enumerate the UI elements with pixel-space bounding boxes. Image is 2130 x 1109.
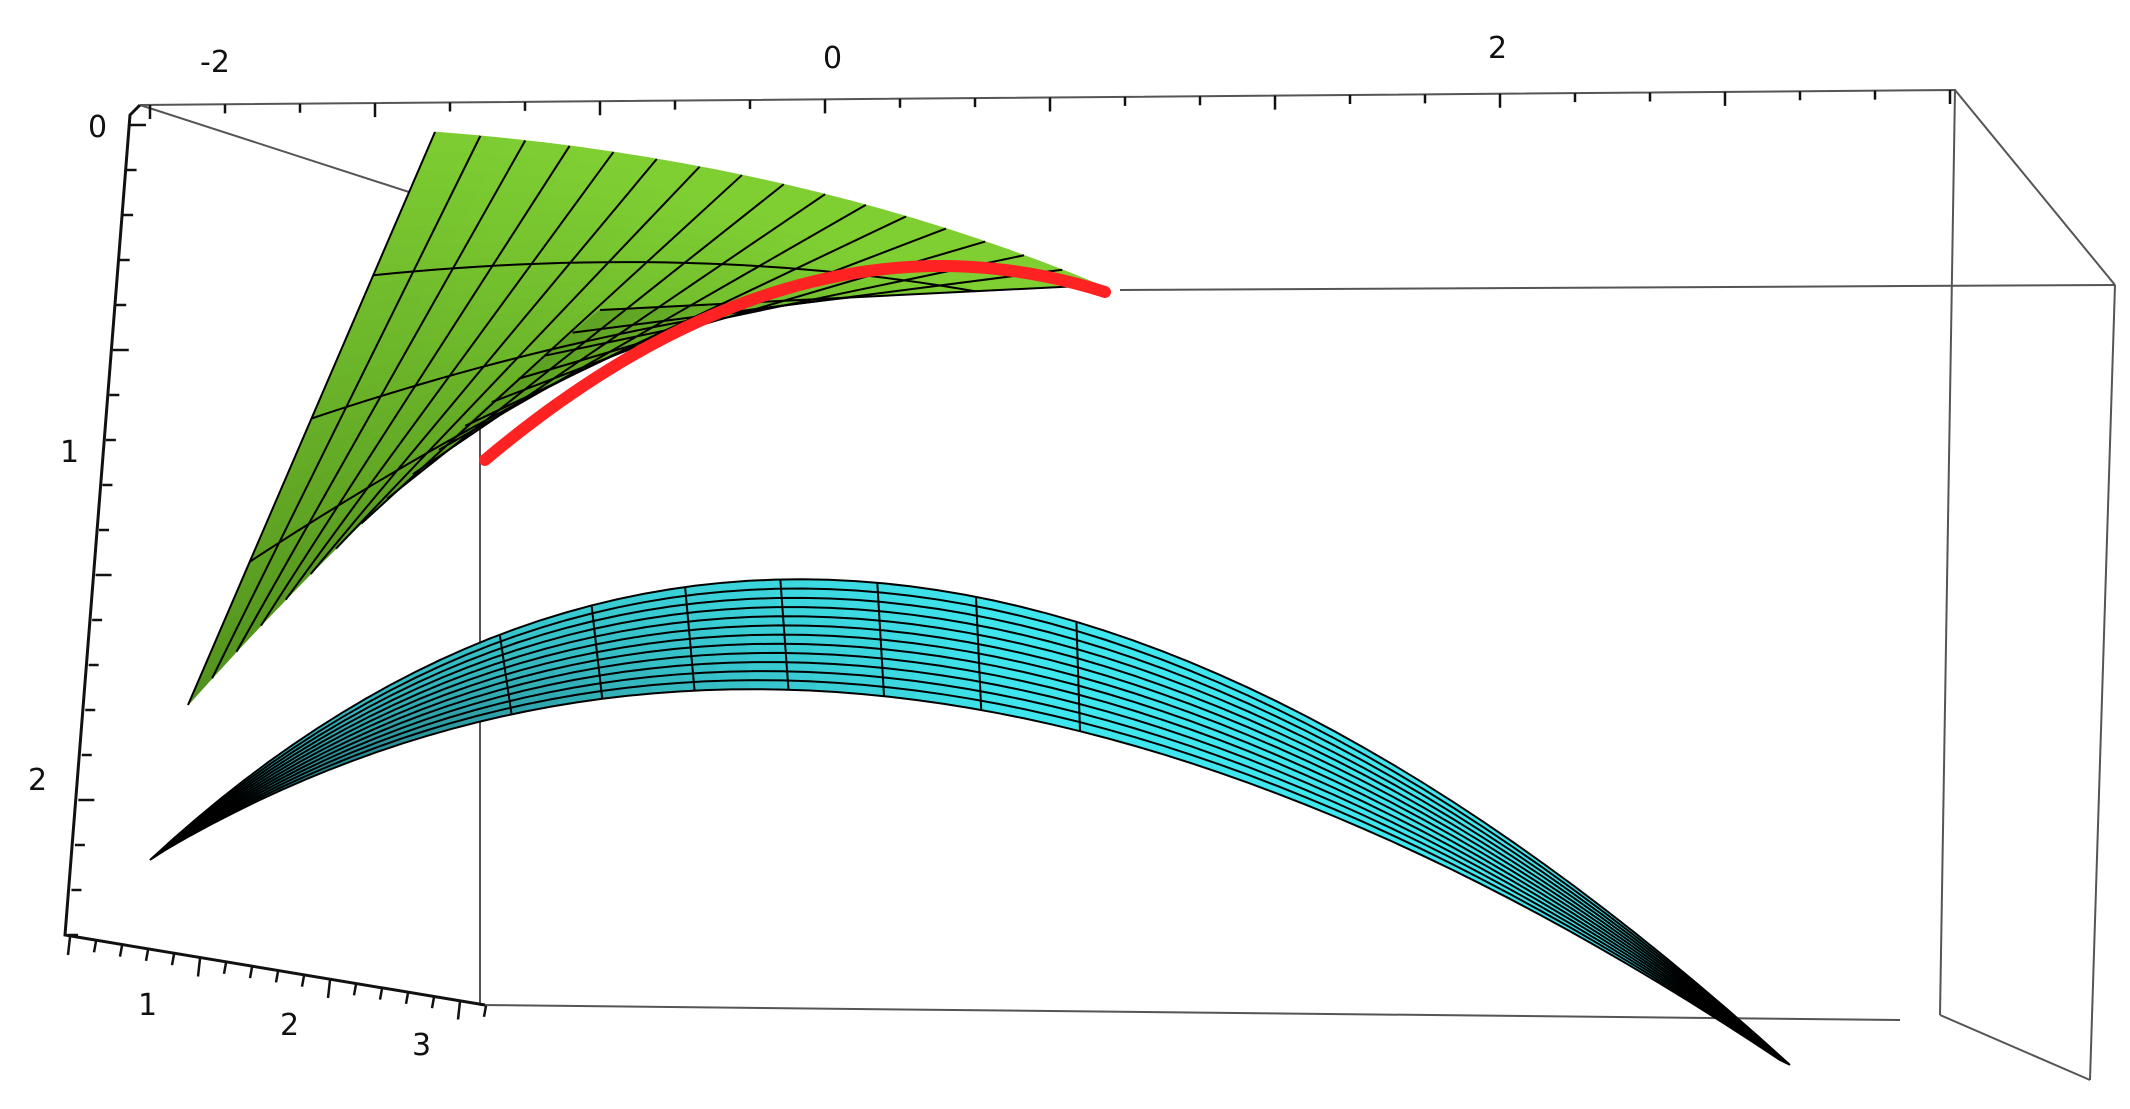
bottom-tick-label: 3 <box>412 1028 431 1063</box>
lower-mesh-line <box>164 688 1781 1061</box>
lower-mesh-line <box>684 586 696 691</box>
bottom-tick-mark <box>378 988 384 1000</box>
upper-mesh-line <box>311 296 851 420</box>
left-tick-label: 2 <box>28 763 47 798</box>
bottom-tick-mark <box>144 949 150 962</box>
top-tick-label: -2 <box>200 45 230 80</box>
lower-mesh-line <box>974 596 983 711</box>
lower-mesh-line <box>149 578 1791 1066</box>
bottom-tick-mark <box>430 996 436 1009</box>
lower-mesh-line <box>155 624 1787 1064</box>
lower-mesh-line <box>161 670 1783 1062</box>
top-tick-label: 2 <box>1488 31 1507 66</box>
lower-mesh-line <box>590 605 604 699</box>
bottom-tick-mark <box>274 971 280 983</box>
bottom-tick-mark <box>352 984 358 996</box>
upper-mesh-line <box>249 302 726 563</box>
lower-mesh-line <box>779 579 790 690</box>
bottom-tick-mark <box>456 1001 462 1020</box>
bottom-axis: 1 2 3 <box>138 988 431 1063</box>
axis-ticks <box>66 90 1952 1020</box>
lower-mesh-line <box>158 642 1785 1063</box>
lower-surface <box>149 578 1791 1066</box>
lower-surface-facet <box>748 668 783 677</box>
top-axis: -2 0 2 <box>200 31 1507 80</box>
bottom-tick-mark <box>222 962 228 975</box>
lower-surface-facet <box>746 647 782 656</box>
bottom-tick-label: 1 <box>138 988 157 1023</box>
left-axis: 0 1 2 <box>28 110 107 798</box>
lower-mesh-line <box>151 596 1789 1065</box>
left-tick-label: 0 <box>88 110 107 145</box>
red-curve-line <box>479 260 1111 466</box>
bottom-tick-mark <box>326 979 332 999</box>
lower-mesh-line <box>154 615 1788 1065</box>
bottom-tick-mark <box>248 966 254 979</box>
lower-mesh-line <box>153 606 1789 1065</box>
top-tick-label: 0 <box>823 41 842 76</box>
lower-mesh-line <box>150 587 1790 1066</box>
lower-mesh-line <box>163 679 1782 1062</box>
lower-mesh-line <box>1075 621 1081 732</box>
lower-mesh-line <box>876 582 886 697</box>
intersection-curve <box>479 260 1111 466</box>
upper-mesh-line <box>373 261 976 293</box>
bottom-tick-mark <box>482 1005 488 1018</box>
bottom-tick-mark <box>92 941 98 953</box>
left-tick-label: 1 <box>60 435 79 470</box>
lower-mesh-line <box>160 661 1784 1063</box>
bottom-tick-mark <box>66 936 72 956</box>
lower-mesh-line <box>156 633 1786 1064</box>
lower-mesh-line <box>498 634 513 715</box>
bottom-tick-mark <box>404 992 410 1005</box>
bottom-tick-mark <box>170 953 176 966</box>
bottom-tick-label: 2 <box>280 1008 299 1043</box>
bottom-tick-mark <box>118 945 124 957</box>
bottom-tick-mark <box>300 975 306 987</box>
lower-mesh-line <box>159 651 1784 1063</box>
bounding-box-front <box>63 103 2116 1081</box>
bottom-tick-mark <box>196 958 202 977</box>
